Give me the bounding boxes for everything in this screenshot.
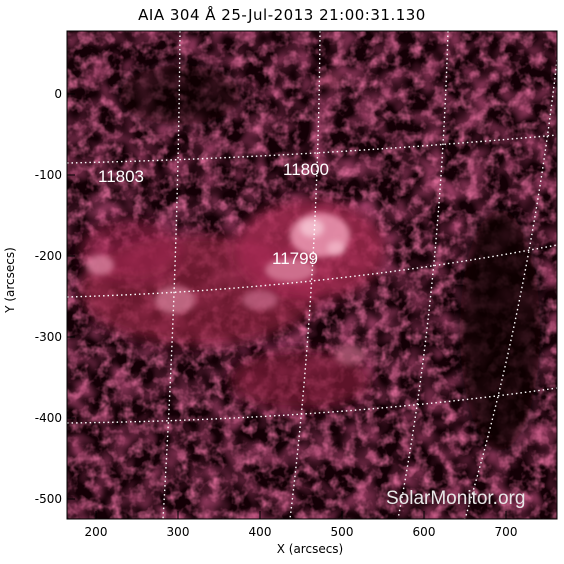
x-tick-label: 400 xyxy=(249,525,272,539)
y-axis-label: Y (arcsecs) xyxy=(3,247,17,314)
plot-frame xyxy=(66,30,558,520)
x-tick-label: 600 xyxy=(413,525,436,539)
latitude-line xyxy=(67,134,557,164)
y-tick-label: 0 xyxy=(54,87,62,101)
x-tick-label: 700 xyxy=(495,525,518,539)
y-tick-marks xyxy=(67,93,75,500)
y-tick-label: -500 xyxy=(35,492,62,506)
x-tick-label: 300 xyxy=(167,525,190,539)
x-axis-label: X (arcsecs) xyxy=(277,542,344,556)
active-region-label: 11800 xyxy=(283,160,329,179)
x-tick-label: 500 xyxy=(331,525,354,539)
x-tick-label: 200 xyxy=(85,525,108,539)
heliographic-grid xyxy=(67,31,557,519)
aia-304-image xyxy=(67,31,557,519)
y-tick-label: -100 xyxy=(35,168,62,182)
active-region-label: 11803 xyxy=(98,167,144,186)
y-tick-label: -200 xyxy=(35,249,62,263)
active-region-label: 11799 xyxy=(272,249,318,268)
y-tick-label: -400 xyxy=(35,411,62,425)
y-tick-label: -300 xyxy=(35,330,62,344)
longitude-line xyxy=(397,31,449,519)
longitude-line xyxy=(464,59,557,519)
watermark: SolarMonitor.org xyxy=(386,488,525,509)
image-title: AIA 304 Å 25-Jul-2013 21:00:31.130 xyxy=(138,6,426,24)
x-tick-marks xyxy=(95,511,507,519)
latitude-line xyxy=(67,387,557,424)
